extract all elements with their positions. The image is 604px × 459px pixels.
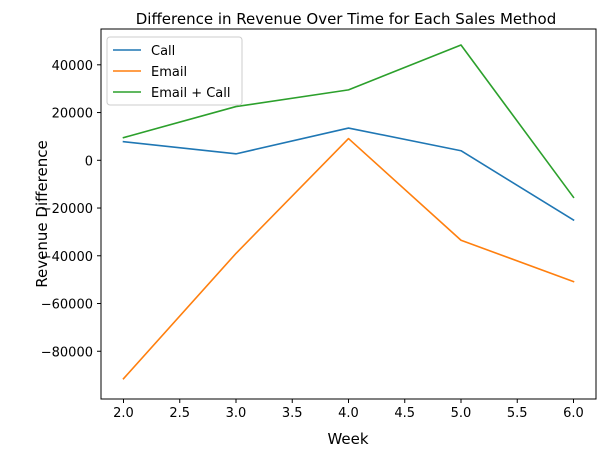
x-tick-label: 2.5 (169, 406, 190, 421)
x-tick-label: 3.5 (282, 406, 303, 421)
legend-label: Email + Call (151, 86, 231, 101)
x-tick-label: 5.5 (507, 406, 528, 421)
legend-box (106, 36, 243, 106)
y-tick-label: −60000 (41, 298, 93, 313)
y-tick-label: −20000 (41, 202, 93, 217)
y-axis-title: Revenue Difference (33, 140, 51, 287)
series-line-call (122, 127, 575, 222)
x-axis-title: Week (327, 430, 368, 448)
y-axis: 40000 20000 0 −20000 −40000 −60000 −80000 (41, 59, 101, 360)
y-tick-label: 0 (85, 154, 93, 169)
x-axis: 2.0 2.5 3.0 3.5 4.0 4.5 5.0 5.5 6.0 (113, 399, 584, 421)
x-tick-label: 3.0 (226, 406, 247, 421)
series-line-email-call (122, 44, 575, 199)
x-tick-label: 4.5 (394, 406, 415, 421)
y-tick-label: 40000 (52, 59, 93, 74)
plot-area (122, 44, 575, 380)
legend-label: Call (151, 44, 175, 59)
y-tick-label: −40000 (41, 250, 93, 265)
legend-label: Email (151, 65, 187, 80)
x-tick-label: 6.0 (563, 406, 584, 421)
x-tick-label: 5.0 (451, 406, 472, 421)
series-line-email (122, 137, 575, 380)
x-tick-label: 2.0 (113, 406, 134, 421)
y-tick-label: 20000 (52, 107, 93, 122)
chart-title: Difference in Revenue Over Time for Each… (136, 10, 557, 28)
x-tick-label: 4.0 (338, 406, 359, 421)
legend: Call Email Email + Call (106, 36, 243, 106)
y-tick-label: −80000 (41, 345, 93, 360)
